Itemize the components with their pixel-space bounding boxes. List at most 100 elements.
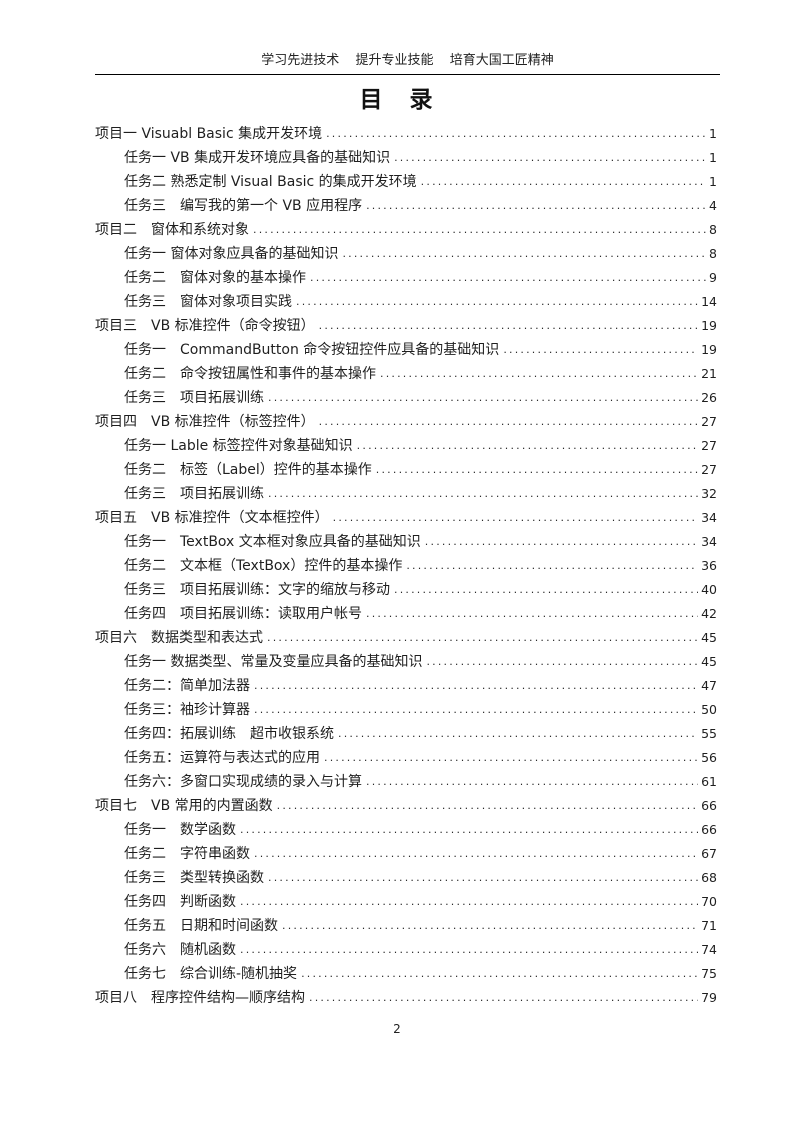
toc-entry[interactable]: 任务二 熟悉定制 Visual Basic 的集成开发环境 ..........…: [95, 170, 717, 194]
toc-entry[interactable]: 任务三：袖珍计算器 ..............................…: [95, 698, 717, 722]
toc-entry-label: 项目三 VB 标准控件（命令按钮）: [95, 318, 315, 334]
dot-leader: ........................................…: [426, 655, 699, 668]
toc-entry-page: 45: [701, 630, 717, 645]
toc-entry[interactable]: 任务四：拓展训练 超市收银系统 ........................…: [95, 722, 717, 746]
toc-entry[interactable]: 项目七 VB 常用的内置函数 .........................…: [95, 794, 717, 818]
toc-entry[interactable]: 任务五：运算符与表达式的应用 .........................…: [95, 746, 717, 770]
toc-entry[interactable]: 任务三 项目拓展训练：文字的缩放与移动 ....................…: [95, 578, 717, 602]
toc-entry[interactable]: 任务三 窗体对象项目实践 ...........................…: [95, 290, 717, 314]
toc-entry[interactable]: 项目二 窗体和系统对象 ............................…: [95, 218, 717, 242]
toc-entry-label: 任务一 VB 集成开发环境应具备的基础知识: [124, 150, 391, 166]
toc-entry[interactable]: 任务二 命令按钮属性和事件的基本操作 .....................…: [95, 362, 717, 386]
toc-entry[interactable]: 项目三 VB 标准控件（命令按钮） ......................…: [95, 314, 717, 338]
toc-entry[interactable]: 任务三 编写我的第一个 VB 应用程序 ....................…: [95, 194, 717, 218]
toc-entry-label: 任务五：运算符与表达式的应用: [124, 750, 320, 766]
toc-entry[interactable]: 项目八 程序控件结构—顺序结构 ........................…: [95, 986, 717, 1010]
toc-entry-page: 26: [701, 390, 717, 405]
toc-entry-label: 任务一 TextBox 文本框对象应具备的基础知识: [124, 534, 421, 550]
dot-leader: ........................................…: [309, 991, 698, 1004]
toc-entry-page: 50: [701, 702, 717, 717]
toc-entry-label: 任务二 命令按钮属性和事件的基本操作: [124, 366, 376, 382]
toc-entry[interactable]: 任务一 CommandButton 命令按钮控件应具备的基础知识 .......…: [95, 338, 717, 362]
dot-leader: ........................................…: [356, 439, 699, 452]
dot-leader: ........................................…: [332, 511, 698, 524]
dot-leader: ........................................…: [366, 607, 698, 620]
dot-leader: ........................................…: [310, 271, 706, 284]
toc-entry-label: 任务二 文本框（TextBox）控件的基本操作: [124, 558, 403, 574]
dot-leader: ........................................…: [268, 487, 698, 500]
toc-entry-label: 项目六 数据类型和表达式: [95, 630, 263, 646]
toc-entry-label: 任务二 标签（Label）控件的基本操作: [124, 462, 372, 478]
toc-entry-label: 任务三 项目拓展训练: [124, 486, 264, 502]
toc-entry[interactable]: 项目一 Visuabl Basic 集成开发环境 ...............…: [95, 122, 717, 146]
toc-entry-page: 27: [701, 462, 717, 477]
toc-entry-label: 任务六：多窗口实现成绩的录入与计算: [124, 774, 362, 790]
dot-leader: ........................................…: [318, 319, 698, 332]
dot-leader: ........................................…: [375, 463, 698, 476]
dot-leader: ........................................…: [326, 127, 706, 140]
dot-leader: ........................................…: [366, 775, 698, 788]
toc-entry-page: 71: [701, 918, 717, 933]
toc-entry[interactable]: 任务一 TextBox 文本框对象应具备的基础知识 ..............…: [95, 530, 717, 554]
dot-leader: ........................................…: [503, 343, 698, 356]
toc-entry[interactable]: 任务七 综合训练-随机抽奖 ..........................…: [95, 962, 717, 986]
page-header-slogan: 学习先进技术 提升专业技能 培育大国工匠精神: [95, 49, 720, 75]
toc-entry-label: 任务一 窗体对象应具备的基础知识: [124, 246, 339, 262]
toc-entry[interactable]: 项目四 VB 标准控件（标签控件） ......................…: [95, 410, 717, 434]
toc-entry-label: 任务三 窗体对象项目实践: [124, 294, 292, 310]
toc-entry-label: 任务二 熟悉定制 Visual Basic 的集成开发环境: [124, 174, 417, 190]
toc-entry[interactable]: 任务三 类型转换函数 .............................…: [95, 866, 717, 890]
toc-entry-page: 32: [701, 486, 717, 501]
toc-entry-label: 任务一 CommandButton 命令按钮控件应具备的基础知识: [124, 342, 500, 358]
toc-entry[interactable]: 任务二 文本框（TextBox）控件的基本操作 ................…: [95, 554, 717, 578]
toc-entry-label: 任务三 编写我的第一个 VB 应用程序: [124, 198, 363, 214]
toc-entry-label: 任务三 项目拓展训练：文字的缩放与移动: [124, 582, 390, 598]
toc-entry-page: 9: [709, 270, 717, 285]
toc-entry[interactable]: 任务一 Lable 标签控件对象基础知识 ...................…: [95, 434, 717, 458]
toc-entry-label: 项目一 Visuabl Basic 集成开发环境: [95, 126, 323, 142]
toc-entry[interactable]: 任务二 标签（Label）控件的基本操作 ...................…: [95, 458, 717, 482]
toc-entry-page: 14: [701, 294, 717, 309]
toc-entry[interactable]: 任务一 数学函数 ...............................…: [95, 818, 717, 842]
dot-leader: ........................................…: [254, 703, 699, 716]
toc-entry-page: 55: [701, 726, 717, 741]
dot-leader: ........................................…: [338, 727, 698, 740]
toc-entry[interactable]: 任务三 项目拓展训练 .............................…: [95, 482, 717, 506]
toc-entry[interactable]: 任务四 项目拓展训练：读取用户帐号 ......................…: [95, 602, 717, 626]
page-title: 目 录: [359, 87, 435, 113]
toc-entry[interactable]: 项目五 VB 标准控件（文本框控件） .....................…: [95, 506, 717, 530]
dot-leader: ........................................…: [318, 415, 698, 428]
toc-entry-page: 66: [701, 822, 717, 837]
toc-entry-page: 74: [701, 942, 717, 957]
toc-entry-page: 75: [701, 966, 717, 981]
toc-entry-label: 任务四：拓展训练 超市收银系统: [124, 726, 334, 742]
toc-entry[interactable]: 项目六 数据类型和表达式 ...........................…: [95, 626, 717, 650]
toc-entry[interactable]: 任务六：多窗口实现成绩的录入与计算 ......................…: [95, 770, 717, 794]
toc-entry[interactable]: 任务四 判断函数 ...............................…: [95, 890, 717, 914]
toc-entry[interactable]: 任务五 日期和时间函数 ............................…: [95, 914, 717, 938]
toc-entry-label: 任务二：简单加法器: [124, 678, 250, 694]
toc-entry-label: 任务六 随机函数: [124, 942, 236, 958]
toc-entry-page: 79: [701, 990, 717, 1005]
toc-entry[interactable]: 任务二：简单加法器 ..............................…: [95, 674, 717, 698]
toc-entry-page: 4: [709, 198, 717, 213]
toc-entry-page: 8: [709, 246, 717, 261]
toc-entry-label: 项目二 窗体和系统对象: [95, 222, 249, 238]
toc-entry[interactable]: 任务一 窗体对象应具备的基础知识 .......................…: [95, 242, 717, 266]
toc-entry[interactable]: 任务六 随机函数 ...............................…: [95, 938, 717, 962]
toc-entry[interactable]: 任务三 项目拓展训练 .............................…: [95, 386, 717, 410]
toc-entry-label: 任务四 判断函数: [124, 894, 236, 910]
dot-leader: ........................................…: [267, 631, 698, 644]
dot-leader: ........................................…: [394, 583, 698, 596]
dot-leader: ........................................…: [268, 391, 698, 404]
toc-entry-label: 任务三 类型转换函数: [124, 870, 264, 886]
toc-entry-page: 67: [701, 846, 717, 861]
toc-entry-page: 36: [701, 558, 717, 573]
toc-entry[interactable]: 任务二 字符串函数 ..............................…: [95, 842, 717, 866]
toc-entry-page: 61: [701, 774, 717, 789]
dot-leader: ........................................…: [324, 751, 698, 764]
toc-entry[interactable]: 任务二 窗体对象的基本操作 ..........................…: [95, 266, 717, 290]
dot-leader: ........................................…: [296, 295, 698, 308]
toc-entry[interactable]: 任务一 VB 集成开发环境应具备的基础知识 ..................…: [95, 146, 717, 170]
toc-entry[interactable]: 任务一 数据类型、常量及变量应具备的基础知识 .................…: [95, 650, 717, 674]
